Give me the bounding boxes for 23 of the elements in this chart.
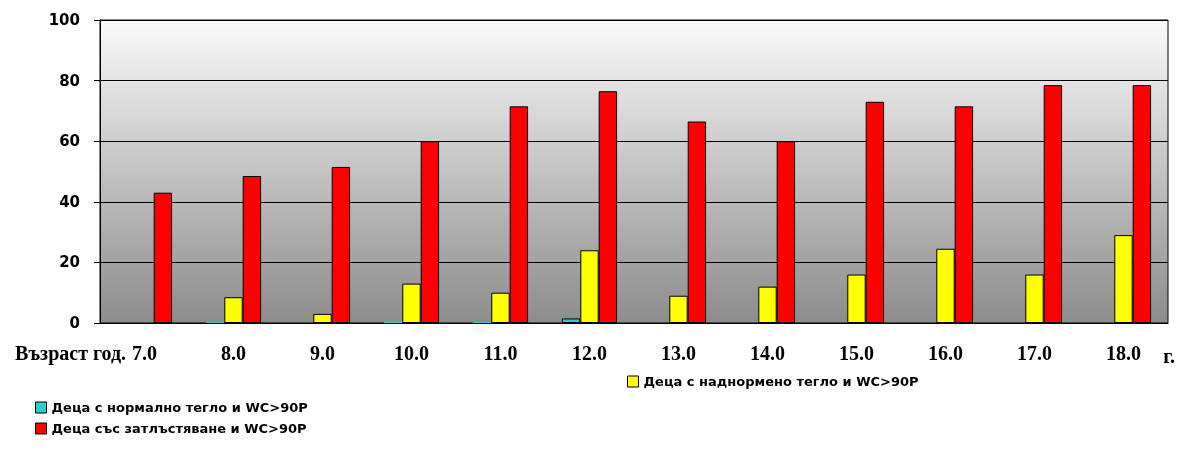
x-tick-label: 11.0 <box>483 342 518 364</box>
y-tick-label: 0 <box>69 314 80 332</box>
x-tick-label: 16.0 <box>928 342 963 364</box>
x-tick-label: 12.0 <box>572 342 607 364</box>
x-tick-label: 15.0 <box>839 342 874 364</box>
x-tick-label: 14.0 <box>750 342 785 364</box>
legend-label: Деца със затлъстяване и WC>90P <box>51 421 307 436</box>
y-tick-label: 20 <box>59 253 80 272</box>
x-axis-title: Възраст год. <box>15 342 127 365</box>
x-tick-label: 9.0 <box>310 342 335 364</box>
x-tick-label: 17.0 <box>1017 342 1052 364</box>
x-tick-label: 10.0 <box>394 342 429 364</box>
y-tick-label: 40 <box>59 192 80 211</box>
y-tick-label: 100 <box>48 11 80 29</box>
y-tick-label: 60 <box>59 132 80 151</box>
legend-label: Деца с нормално тегло и WC>90P <box>51 400 308 415</box>
x-tick-label: 7.0 <box>132 342 157 364</box>
x-tick-label: 18.0 <box>1106 342 1141 364</box>
y-tick-label: 80 <box>59 71 80 90</box>
x-tick-label: 8.0 <box>221 342 246 364</box>
text: г. <box>1163 345 1175 367</box>
x-tick-label: 13.0 <box>661 342 696 364</box>
legend-label: Деца с наднормено тегло и WC>90P <box>643 374 919 389</box>
